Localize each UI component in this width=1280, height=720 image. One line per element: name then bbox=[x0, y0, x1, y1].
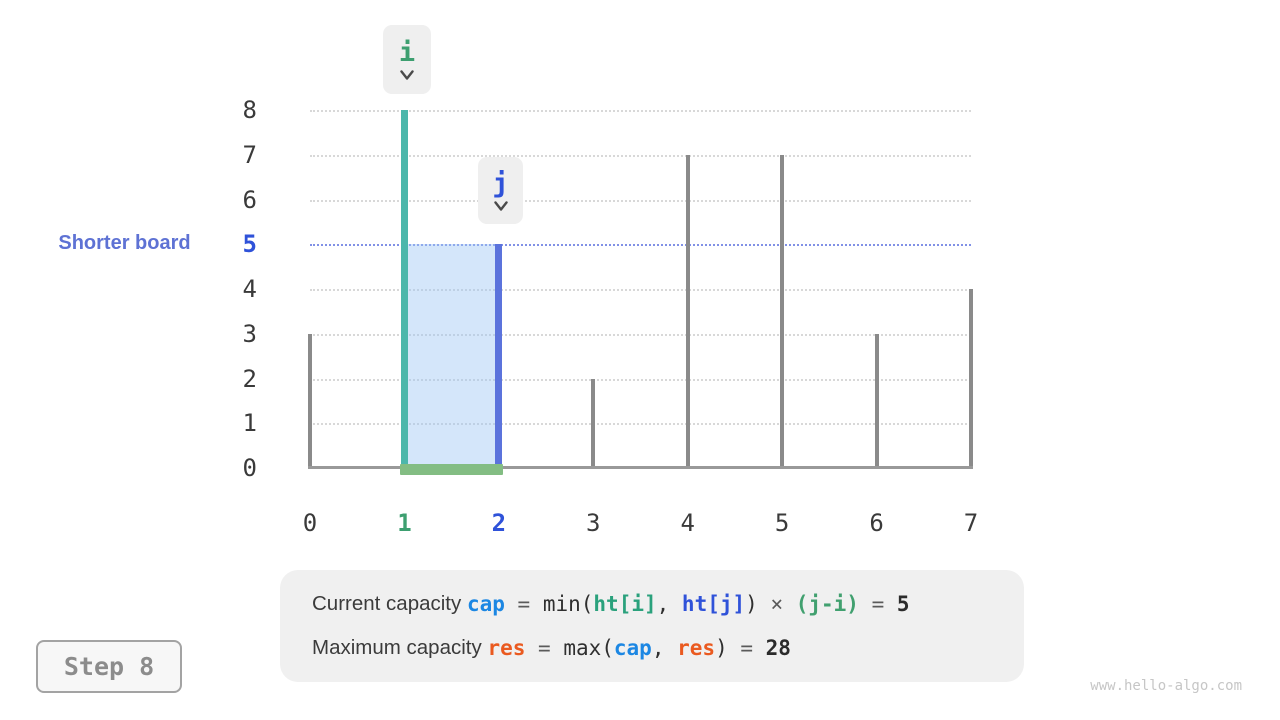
gridline bbox=[310, 110, 971, 112]
y-tick-label: 5 bbox=[242, 230, 257, 259]
formula-segment: max( bbox=[563, 636, 614, 660]
chevron-down-icon bbox=[400, 69, 414, 80]
board-bar bbox=[685, 154, 690, 468]
gridline bbox=[310, 199, 971, 202]
step-indicator-label: Step 8 bbox=[63, 652, 155, 681]
formula-segment: ) bbox=[745, 592, 758, 616]
formula-segment: 28 bbox=[765, 636, 791, 660]
formula-segment: = bbox=[858, 592, 897, 616]
board-bar bbox=[874, 333, 879, 468]
formula-segment: = bbox=[727, 636, 766, 660]
formula-segment: res bbox=[487, 636, 526, 660]
formula-segment: ) bbox=[715, 636, 728, 660]
formula-segment: , bbox=[656, 592, 682, 616]
board-bar-j bbox=[495, 244, 503, 468]
y-tick-label: 1 bbox=[242, 409, 257, 438]
formula-segment: cap bbox=[466, 592, 505, 616]
formula-segment: × bbox=[757, 592, 796, 616]
board-bar bbox=[591, 378, 596, 468]
formula-segment: ht[i] bbox=[593, 592, 657, 616]
watermark: www.hello-algo.com bbox=[1090, 678, 1242, 694]
x-tick-label: 7 bbox=[963, 509, 979, 537]
x-tick-label: 3 bbox=[586, 509, 601, 537]
y-tick-label: 6 bbox=[242, 185, 257, 214]
shorter-board-reference-line bbox=[310, 244, 971, 247]
container-fill-region bbox=[407, 244, 496, 468]
board-bar bbox=[308, 333, 312, 468]
formula-panel: Current capacity cap = min(ht[i], ht[j])… bbox=[280, 570, 1024, 682]
gridline bbox=[310, 154, 971, 157]
x-tick-label: 6 bbox=[869, 509, 884, 537]
formula-segment: , bbox=[651, 636, 678, 660]
formula-current-capacity: Current capacity cap = min(ht[i], ht[j])… bbox=[312, 582, 1024, 626]
shorter-board-label: Shorter board bbox=[58, 232, 191, 254]
chevron-down-icon bbox=[493, 200, 508, 211]
board-bar-i bbox=[400, 110, 408, 468]
formula-segment: Current capacity bbox=[312, 592, 467, 615]
y-tick-label: 3 bbox=[242, 319, 257, 348]
y-tick-label: 2 bbox=[242, 364, 257, 393]
pointer-i-label: i bbox=[398, 36, 416, 68]
x-tick-label: 4 bbox=[680, 509, 695, 537]
pointer-j-box: j bbox=[478, 157, 523, 224]
gridline bbox=[310, 378, 971, 381]
y-tick-label: 8 bbox=[242, 96, 257, 124]
step-indicator: Step 8 bbox=[36, 640, 182, 693]
board-bar bbox=[969, 289, 973, 468]
pointer-i-box: i bbox=[383, 25, 431, 94]
formula-segment: ht[j] bbox=[681, 592, 746, 616]
formula-segment: res bbox=[677, 636, 716, 660]
x-tick-label: 1 bbox=[397, 509, 412, 537]
y-tick-label: 7 bbox=[242, 140, 257, 169]
x-tick-label: 2 bbox=[491, 509, 507, 537]
formula-segment: (j-i) bbox=[795, 592, 859, 616]
formula-segment: = bbox=[525, 636, 564, 660]
formula-segment: min( bbox=[542, 592, 594, 616]
formula-segment: Maximum capacity bbox=[312, 636, 488, 659]
gridline bbox=[310, 289, 971, 291]
gridline bbox=[310, 333, 971, 336]
formula-segment: 5 bbox=[896, 592, 910, 616]
x-axis-line bbox=[308, 465, 973, 469]
pointer-j-label: j bbox=[492, 167, 509, 199]
y-tick-label: 4 bbox=[242, 275, 257, 303]
formula-maximum-capacity: Maximum capacity res = max(cap, res) = 2… bbox=[312, 626, 1024, 670]
bar-chart-plot bbox=[308, 110, 973, 475]
gridline bbox=[310, 423, 971, 426]
x-tick-label: 0 bbox=[302, 509, 318, 537]
formula-segment: cap bbox=[613, 636, 652, 660]
x-tick-label: 5 bbox=[774, 509, 790, 537]
board-bar bbox=[780, 154, 785, 468]
y-tick-label: 0 bbox=[242, 454, 257, 482]
width-highlight-bar bbox=[399, 464, 504, 475]
formula-segment: = bbox=[504, 592, 543, 616]
